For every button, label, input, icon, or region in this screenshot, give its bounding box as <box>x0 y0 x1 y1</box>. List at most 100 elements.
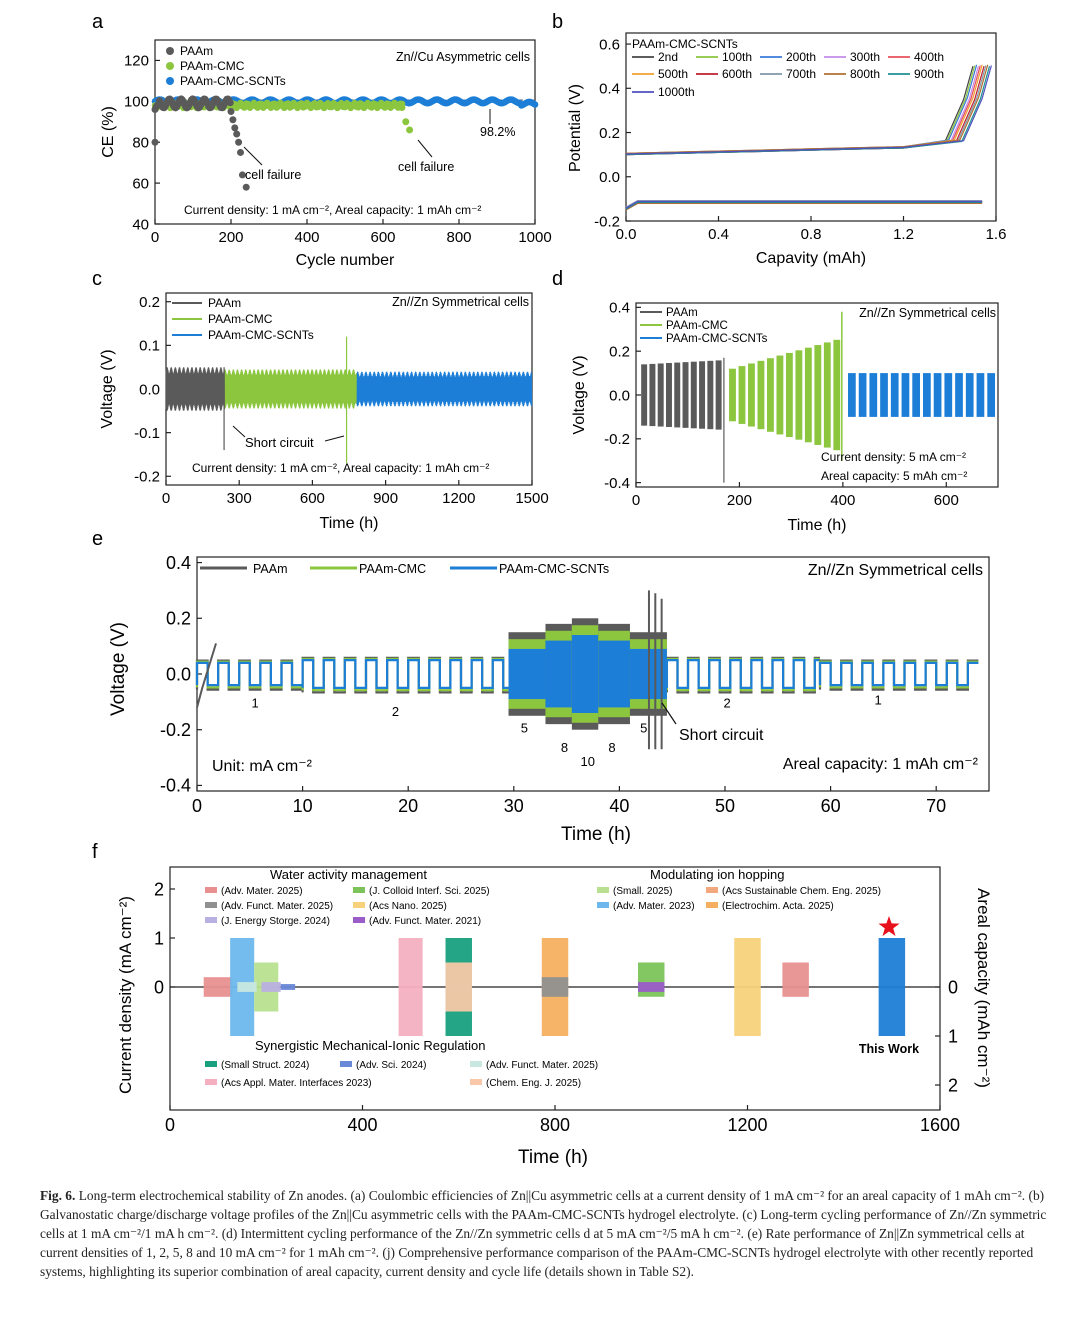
legend-label: (Adv. Funct. Mater. 2021) <box>369 916 481 927</box>
scnt-block <box>912 373 921 417</box>
discharge-curve <box>625 202 983 211</box>
paam-point <box>237 148 244 156</box>
panel-c-arrow-2 <box>324 435 345 442</box>
legend-swatch <box>340 1061 352 1067</box>
discharge-curve <box>625 202 983 211</box>
legend-label: (J. Energy Storge. 2024) <box>221 916 330 927</box>
panel-b: b 0.0 0.4 0.8 1.2 1.6-0.20.00.20.40.6 Potent… <box>552 11 1006 267</box>
x-tick-label: 400 <box>294 229 319 246</box>
legend-label: 1000th <box>658 85 695 99</box>
y-tick-label: -0.1 <box>134 425 160 442</box>
scnt-block <box>508 648 546 700</box>
x-tick-label: 300 <box>227 490 252 507</box>
panel-d-note-1: Current density: 5 mA cm⁻² <box>821 450 966 464</box>
panel-d-letter: d <box>552 268 563 290</box>
panel-a-arrow-2 <box>417 139 433 158</box>
x-tick-label: 600 <box>934 492 959 509</box>
legend-label: (Adv. Sci. 2024) <box>356 1060 426 1071</box>
panel-f-this-work: This Work <box>859 1042 919 1056</box>
legend-swatch <box>205 1079 217 1085</box>
panel-b-letter: b <box>552 11 563 33</box>
panel-b-curves <box>625 64 992 211</box>
legend-a-cmc: PAAm-CMC <box>180 59 245 73</box>
legend-label: 600th <box>722 67 752 81</box>
panel-b-legend: 2nd 100th 200th 300th 400th 500th 600th 700th 80… <box>632 50 944 99</box>
panel-b-ylabel: Potential (V) <box>567 84 584 172</box>
panel-e-short-arrow <box>661 702 677 725</box>
paam-initial <box>196 643 217 708</box>
scnt-block <box>598 640 630 708</box>
y-tick-label: 1 <box>154 928 164 948</box>
legend-d-cmc: PAAm-CMC <box>666 320 728 332</box>
paam-block <box>699 361 706 429</box>
cmc-wave <box>665 657 820 692</box>
legend-c-cmc: PAAm-CMC <box>208 312 273 326</box>
discharge-curve <box>625 200 983 209</box>
panel-a-axis-ticks: 0 200 400 600 800 1000 40 60 80 100 120 <box>124 53 552 246</box>
scnt-wave <box>665 659 820 689</box>
legend-swatch <box>353 902 365 908</box>
legend-swatch <box>353 917 365 923</box>
rate-label: 2 <box>392 704 399 719</box>
paam-block <box>641 364 648 426</box>
panel-e-axis-ticks: 0 10 20 30 40 50 60 70 -0.4 -0.2 0.0 0.2 0.4 <box>160 553 946 816</box>
panel-f-axis-ticks: 0 400 800 1200 1600 0 1 2 0 1 2 <box>154 879 960 1135</box>
panel-f-group-water: Water activity management <box>270 867 427 882</box>
comparison-bar <box>280 984 296 990</box>
panel-c-letter: c <box>92 268 102 290</box>
legend-swatch <box>470 1061 482 1067</box>
x-tick-label: 0 <box>165 1115 175 1135</box>
scnt-block <box>944 373 953 417</box>
y-tick-label: 40 <box>132 216 149 233</box>
panel-c: c 0 300 600 900 1200 1500 -0.2 -0.1 0.0 0.1 0.2 Vo… <box>92 268 549 532</box>
panel-d: d 0 200 400 600 -0.4 -0.2 0.0 0.2 0.4 Voltage (V… <box>552 268 999 534</box>
discharge-curve <box>625 202 983 211</box>
scnt-block <box>890 373 899 417</box>
rate-label: 8 <box>608 740 615 755</box>
y-tick-label: 100 <box>124 94 149 111</box>
panel-b-legend-title: PAAm-CMC-SCNTs <box>632 37 738 51</box>
cmc-block <box>823 342 831 448</box>
legend-swatch <box>706 887 718 893</box>
paam-point <box>242 183 250 191</box>
legend-label: 400th <box>914 50 944 64</box>
x-tick-label: 1600 <box>920 1115 960 1135</box>
panel-d-title: Zn//Zn Symmetrical cells <box>859 306 996 320</box>
panel-b-xlabel: Capavity (mAh) <box>756 250 866 267</box>
x-tick-label: 400 <box>830 492 855 509</box>
panel-e-unit: Unit: mA cm⁻² <box>212 758 313 775</box>
legend-a-paam: PAAm <box>180 44 213 58</box>
cmc-point <box>406 126 414 134</box>
x-tick-label: 0 <box>151 229 159 246</box>
x-tick-label: 800 <box>446 229 471 246</box>
legend-swatch <box>205 902 217 908</box>
panel-f-bars <box>203 938 906 1036</box>
x-tick-label: 200 <box>727 492 752 509</box>
legend-label: (Adv. Mater. 2025) <box>221 886 303 897</box>
panel-d-axis-ticks: 0 200 400 600 -0.4 -0.2 0.0 0.2 0.4 <box>604 300 959 509</box>
legend-label: (Adv. Mater. 2023) <box>613 901 695 912</box>
y-tick-label: 0.2 <box>166 609 191 629</box>
cmc-block <box>767 358 774 432</box>
panel-f-letter: f <box>92 841 98 863</box>
legend-d-paam: PAAm <box>666 307 698 319</box>
scnt-block <box>987 373 996 417</box>
y-tick-label: 60 <box>132 175 149 192</box>
legend-label: 700th <box>786 67 816 81</box>
y-tick-label: -0.2 <box>134 469 160 486</box>
y-tick-label: 0.4 <box>609 300 630 317</box>
cmc-point <box>398 103 406 111</box>
x-tick-label: 1.2 <box>893 226 914 243</box>
y-tick-label: -0.2 <box>604 431 630 448</box>
y-tick-label: 0.4 <box>599 81 620 98</box>
scnt-block <box>571 635 599 713</box>
rate-label: 1 <box>251 695 258 710</box>
scnt-block <box>976 373 985 417</box>
scnt-block <box>933 373 942 417</box>
paam-point <box>231 124 239 132</box>
legend-a-cmc-marker <box>166 62 174 70</box>
panel-a-title: Zn//Cu Asymmetric cells <box>396 50 530 64</box>
x-tick-label: 600 <box>300 490 325 507</box>
scnt-trace <box>355 371 533 407</box>
scnt-block <box>545 640 572 708</box>
